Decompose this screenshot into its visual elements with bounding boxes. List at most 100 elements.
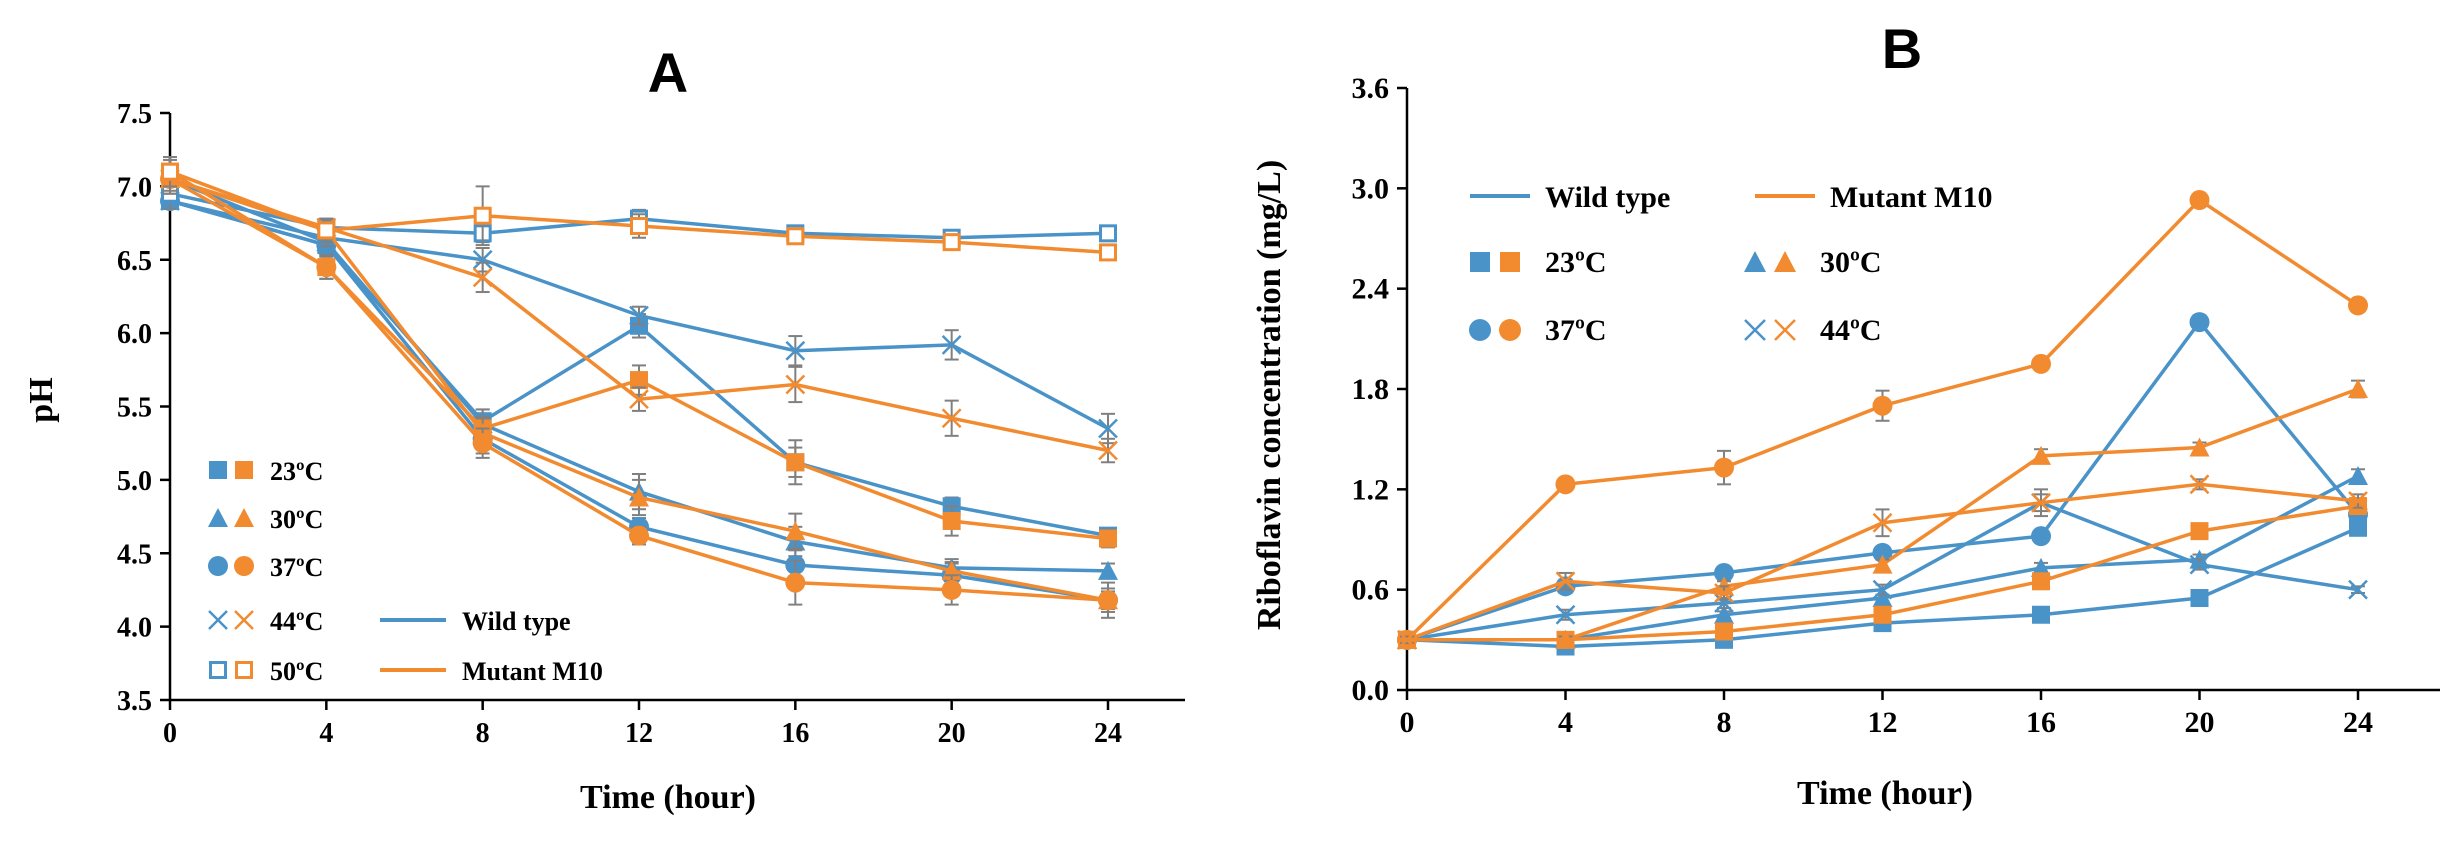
panel-a-y-tick-label: 5.5 <box>117 393 152 424</box>
panel-b-data-point <box>1715 622 1733 641</box>
panel-a-legend-x-wild-type-marker <box>208 610 228 630</box>
panel-b-data-point <box>1872 588 1893 608</box>
panel-a-data-point <box>942 511 961 530</box>
panel-b-y-tick-label: 3.6 <box>1352 72 1390 105</box>
panel-a-x-tick-label: 12 <box>625 718 653 749</box>
panel-a-legend-square-wild-type-marker <box>209 461 227 479</box>
panel-b-data-point <box>1555 629 1576 649</box>
panel-a-data-point <box>786 227 805 246</box>
panel-a-data-point <box>629 389 649 410</box>
panel-a-data-point <box>1098 560 1118 580</box>
panel-a-data-point <box>1099 529 1117 548</box>
panel-a-x-tick-label: 4 <box>319 718 333 749</box>
panel-b-data-point <box>1873 605 1892 624</box>
panel-b-legend-triangle-wild-type-marker <box>1744 251 1766 272</box>
panel-a-y-tick-label: 4.0 <box>117 613 152 644</box>
panel-a-y-tick-label: 4.5 <box>117 539 152 570</box>
panel-b-legend-44c-label: 44ºC <box>1820 314 1882 347</box>
panel-b-y-axis-label: Riboflavin concentration (mg/L) <box>1251 160 1288 630</box>
panel-a-series-mutant-m10-50c <box>161 156 1117 262</box>
panel-b-data-point <box>1872 554 1893 574</box>
panel-a-legend-open-square-mutant-marker <box>235 661 253 679</box>
panel-a-legend-triangle-wild-type-marker <box>208 508 228 527</box>
panel-b-data-point <box>1714 457 1734 478</box>
panel-a-data-point <box>629 525 649 546</box>
panel-a-data-point <box>472 433 493 454</box>
panel-b-data-point <box>2189 474 2210 495</box>
panel-b-data-point <box>2031 557 2051 577</box>
panel-a-data-point <box>630 371 648 390</box>
panel-a-data-point <box>472 249 493 270</box>
panel-b-x-tick-label: 24 <box>2343 706 2373 739</box>
panel-a-x-tick-label: 24 <box>1094 718 1122 749</box>
panel-b-data-point <box>1714 583 1734 603</box>
panel-a-data-point <box>1099 224 1117 243</box>
panel-b-legend-x-mutant-marker <box>1774 319 1796 341</box>
panel-a-data-point <box>785 374 806 395</box>
panel-b-axes: 0.0 0.6 1.2 1.8 2.4 3.0 3.6 0 4 8 12 16 20 24 <box>1352 72 2440 739</box>
chart-panel-a: A pH Time (hour) 3.5 4.0 4.5 5.0 5.5 6.0 6.5 7.… <box>23 41 1185 816</box>
panel-b-data-point <box>2189 312 2210 333</box>
panel-b-data-point <box>1555 571 1576 592</box>
panel-b-title: B <box>1882 17 1922 80</box>
panel-a-data-point <box>785 521 806 541</box>
panel-a-data-point <box>785 572 806 593</box>
panel-a-data-point <box>786 453 805 472</box>
panel-a-x-axis-label: Time (hour) <box>580 779 756 816</box>
panel-a-y-tick-label: 7.0 <box>117 172 152 203</box>
panel-b-data-point <box>2348 579 2368 600</box>
panel-b-x-tick-label: 4 <box>1558 706 1573 739</box>
panel-b-data-point <box>2348 379 2368 398</box>
panel-a-data-point <box>316 257 337 278</box>
panel-b-y-tick-label: 3.0 <box>1352 172 1390 205</box>
panel-b-data-point <box>2348 295 2368 316</box>
panel-b-x-axis-label: Time (hour) <box>1797 775 1973 812</box>
panel-b-data-point <box>2348 491 2368 511</box>
panel-a-data-point <box>1099 243 1117 262</box>
panel-b-series-mutant-m10-44c <box>1397 474 2368 650</box>
panel-a-data-point <box>941 408 962 429</box>
panel-a-data-point <box>630 216 648 235</box>
panel-a-legend-30c-label: 30ºC <box>270 505 323 534</box>
panel-a-x-tick-label: 0 <box>163 718 177 749</box>
panel-b-data-point <box>1872 542 1893 563</box>
panel-a-y-tick-label: 6.0 <box>117 319 152 350</box>
panel-b-legend-30c-label: 30ºC <box>1820 246 1882 279</box>
panel-b-plot-area <box>1397 190 2368 656</box>
panel-b-data-point <box>1872 395 1893 416</box>
panel-b-data-point <box>1397 629 1417 650</box>
panel-b-legend-circle-mutant-marker <box>1499 319 1521 341</box>
panel-b-data-point <box>2190 522 2209 541</box>
panel-a-x-tick-label: 8 <box>476 718 490 749</box>
panel-b-y-tick-label: 1.8 <box>1352 373 1390 406</box>
chart-panel-b: B Riboflavin concentration (mg/L) Time (… <box>1251 17 2440 812</box>
panel-b-data-point <box>1714 593 1734 613</box>
panel-a-legend-mutant-label: Mutant M10 <box>462 657 603 686</box>
panel-b-data-point <box>1555 474 1576 495</box>
panel-a-legend-37c-label: 37ºC <box>270 553 323 582</box>
panel-a-legend-23c-label: 23ºC <box>270 457 323 486</box>
panel-a-y-tick-label: 5.0 <box>117 466 152 497</box>
panel-a-data-point <box>472 267 493 288</box>
panel-a-legend-44c-label: 44ºC <box>270 607 323 636</box>
panel-b-legend-37c-label: 37ºC <box>1545 314 1607 347</box>
panel-a-data-point <box>785 340 806 361</box>
panel-b-x-tick-label: 12 <box>1868 706 1898 739</box>
panel-b-x-tick-label: 8 <box>1717 706 1732 739</box>
panel-a-y-tick-label: 3.5 <box>117 686 152 717</box>
panel-b-data-point <box>2031 492 2051 513</box>
panel-b-x-tick-label: 0 <box>1400 706 1415 739</box>
panel-b-legend-square-mutant-marker <box>1500 252 1520 272</box>
panel-a-legend: 23ºC 30ºC 37ºC 44ºC 50ºC Wild type Mutan… <box>208 457 603 686</box>
panel-b-data-point <box>2189 190 2210 211</box>
panel-a-legend-x-mutant-marker <box>234 610 254 630</box>
panel-b-y-tick-label: 0.0 <box>1352 674 1390 707</box>
panel-a-legend-50c-label: 50ºC <box>270 657 323 686</box>
panel-b-data-point <box>2032 605 2050 624</box>
panel-a-legend-wild-type-label: Wild type <box>462 607 571 636</box>
panel-b-legend: Wild type Mutant M10 23ºC 30ºC 37ºC 44ºC <box>1469 181 1992 347</box>
panel-a-data-point <box>161 162 179 181</box>
panel-b-legend-square-wild-type-marker <box>1470 252 1490 272</box>
panel-b-data-point <box>1872 579 1893 600</box>
